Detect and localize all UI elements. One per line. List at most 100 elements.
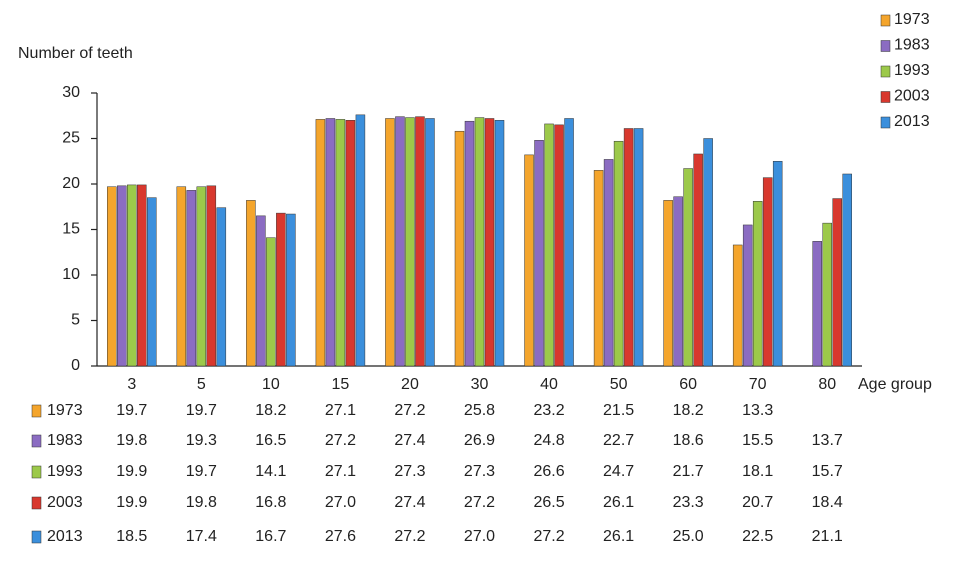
y-tick-label: 30 [62, 84, 80, 101]
bar [117, 185, 127, 367]
table-value: 24.7 [603, 463, 634, 480]
table-value: 21.7 [673, 463, 704, 480]
x-axis-label: Age group [858, 376, 932, 393]
y-tick-label: 10 [62, 266, 80, 283]
y-tick-label: 20 [62, 175, 80, 192]
table-value: 18.2 [673, 402, 704, 419]
table-value: 19.7 [186, 402, 217, 419]
bar [703, 138, 713, 367]
table-swatch [31, 434, 42, 448]
bar [266, 237, 276, 367]
table-value: 16.7 [255, 528, 286, 545]
table-value: 22.5 [742, 528, 773, 545]
bar [196, 186, 207, 367]
bar [544, 123, 554, 367]
table-value: 22.7 [603, 432, 634, 449]
bar [762, 177, 773, 367]
y-axis-label: Number of teeth [18, 45, 133, 62]
table-value: 27.0 [464, 528, 495, 545]
legend-swatch [880, 40, 891, 52]
bar [256, 215, 266, 367]
table-row-label: 1993 [47, 463, 83, 480]
table-value: 18.2 [255, 402, 286, 419]
bar [564, 118, 574, 367]
bar [405, 117, 415, 367]
bar [613, 140, 624, 367]
table-value: 23.3 [673, 494, 704, 511]
legend-swatch [880, 91, 891, 103]
table-value: 27.4 [394, 432, 425, 449]
table-value: 15.5 [742, 432, 773, 449]
table-swatch [31, 530, 42, 544]
x-tick-label: 5 [197, 376, 206, 393]
bar [474, 117, 485, 367]
table-swatch [31, 404, 42, 418]
legend-label: 1973 [894, 11, 930, 28]
table-value: 27.6 [325, 528, 356, 545]
table-value: 26.9 [464, 432, 495, 449]
x-tick-label: 50 [610, 376, 628, 393]
bar [464, 120, 475, 367]
bar [693, 153, 703, 367]
bar [127, 184, 137, 367]
bar [137, 184, 147, 367]
x-tick-label: 30 [471, 376, 489, 393]
x-tick-label: 60 [679, 376, 697, 393]
bar [732, 244, 743, 367]
bar [832, 198, 842, 367]
table-value: 25.0 [673, 528, 704, 545]
table-value: 27.2 [394, 402, 425, 419]
table-value: 18.4 [812, 494, 843, 511]
table-value: 26.5 [533, 494, 564, 511]
legend-label: 2003 [894, 88, 930, 105]
table-value: 26.1 [603, 494, 634, 511]
bar [286, 213, 296, 367]
table-value: 25.8 [464, 402, 495, 419]
table-value: 18.1 [742, 463, 773, 480]
table-value: 27.1 [325, 463, 356, 480]
table-value: 19.7 [116, 402, 147, 419]
bar [623, 128, 634, 367]
table-value: 19.7 [186, 463, 217, 480]
bar [315, 119, 326, 367]
table-value: 21.1 [812, 528, 843, 545]
bar [454, 130, 465, 367]
table-value: 27.3 [394, 463, 425, 480]
table-value: 19.9 [116, 463, 147, 480]
legend-label: 1983 [894, 37, 930, 54]
table-value: 27.2 [533, 528, 564, 545]
table-value: 20.7 [742, 494, 773, 511]
table-value: 23.2 [533, 402, 564, 419]
table-value: 13.3 [742, 402, 773, 419]
legend-swatch [880, 116, 891, 129]
bar [206, 185, 217, 367]
bar [186, 190, 197, 367]
table-value: 16.5 [255, 432, 286, 449]
x-tick-label: 70 [749, 376, 767, 393]
table-swatch [31, 465, 42, 479]
table-value: 19.3 [186, 432, 217, 449]
bar [742, 224, 753, 367]
x-tick-label: 10 [262, 376, 280, 393]
y-tick-label: 0 [71, 357, 80, 374]
bar [752, 201, 763, 367]
bar [683, 168, 693, 367]
y-tick-label: 25 [62, 130, 80, 147]
bar [425, 118, 435, 367]
table-value: 27.0 [325, 494, 356, 511]
bar [176, 186, 187, 367]
x-tick-label: 40 [540, 376, 558, 393]
bar [554, 124, 564, 367]
legend-label: 2013 [894, 113, 930, 130]
bar [812, 241, 822, 367]
bar [276, 212, 286, 367]
bar [355, 114, 366, 367]
table-value: 18.6 [673, 432, 704, 449]
bar [335, 119, 346, 367]
x-tick-label: 80 [818, 376, 836, 393]
bar [246, 200, 256, 367]
legend-swatch [880, 14, 891, 27]
legend-swatch [880, 65, 891, 78]
bar [415, 116, 425, 367]
y-tick-label: 15 [62, 221, 80, 238]
